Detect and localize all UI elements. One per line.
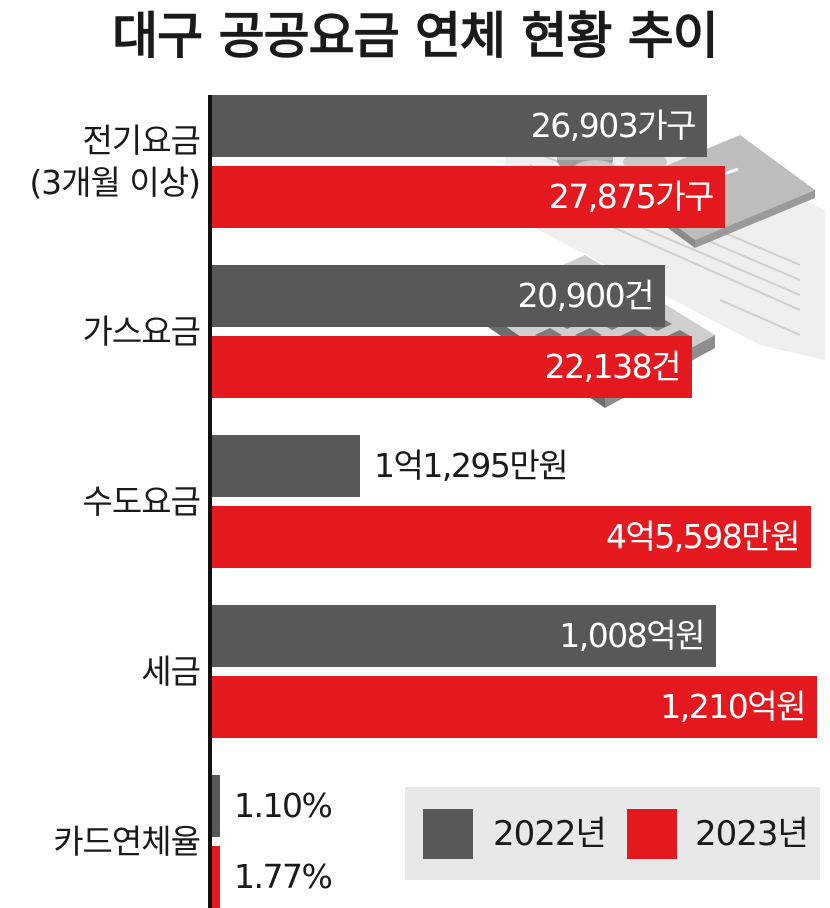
category-label-line2: (3개월 이상) [29,162,201,202]
bar-3-s2023 [212,506,811,568]
bar-5-s2022 [212,775,220,837]
chart-title: 대구 공공요금 연체 현황 추이 [112,7,719,65]
bar-4-s2023 [212,676,817,738]
bar-4-s2022 [212,605,716,667]
bar-1-s2023 [212,166,725,228]
data-label-5-s2023: 1.77% [234,857,333,896]
category-label-line1: 카드연체율 [53,821,201,861]
data-label-4-s2022: 1,008억원 [559,616,705,655]
data-label-2-s2022: 20,900건 [517,276,655,315]
bar-1-s2022 [212,95,707,157]
category-label-3: 수도요금 [82,481,201,523]
category-axis-line [208,95,212,908]
data-label-5-s2022: 1.10% [234,786,333,825]
category-label-5: 카드연체율 [53,821,201,863]
category-label-1: 전기요금 (3개월 이상) [29,120,201,204]
category-label-line1: 전기요금 [82,120,201,160]
bar-2-s2023 [212,336,692,398]
category-label-4: 세금 [141,651,201,693]
data-label-4-s2023: 1,210억원 [660,687,806,726]
category-label-2: 가스요금 [82,311,201,353]
data-label-2-s2023: 22,138건 [544,347,682,386]
data-label-3-s2023: 4억5,598만원 [605,517,801,556]
legend-label-2023: 2023년 [695,814,809,854]
bar-2-s2022 [212,265,665,327]
category-label-line1: 세금 [141,651,201,691]
legend-swatch-2022 [423,809,473,859]
data-label-3-s2022: 1억1,295만원 [374,446,569,485]
legend: 2022년 2023년 [405,787,820,880]
bar-3-s2022 [212,435,360,497]
data-label-1-s2022: 26,903가구 [530,106,697,145]
category-label-line1: 가스요금 [82,311,201,351]
bar-5-s2023 [212,846,220,908]
legend-swatch-2023 [627,809,677,859]
category-label-line1: 수도요금 [82,481,201,521]
data-label-1-s2023: 27,875가구 [548,177,715,216]
legend-label-2022: 2022년 [493,814,607,854]
